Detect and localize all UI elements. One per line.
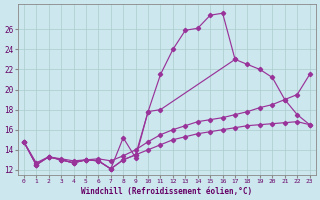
X-axis label: Windchill (Refroidissement éolien,°C): Windchill (Refroidissement éolien,°C) [81, 187, 252, 196]
